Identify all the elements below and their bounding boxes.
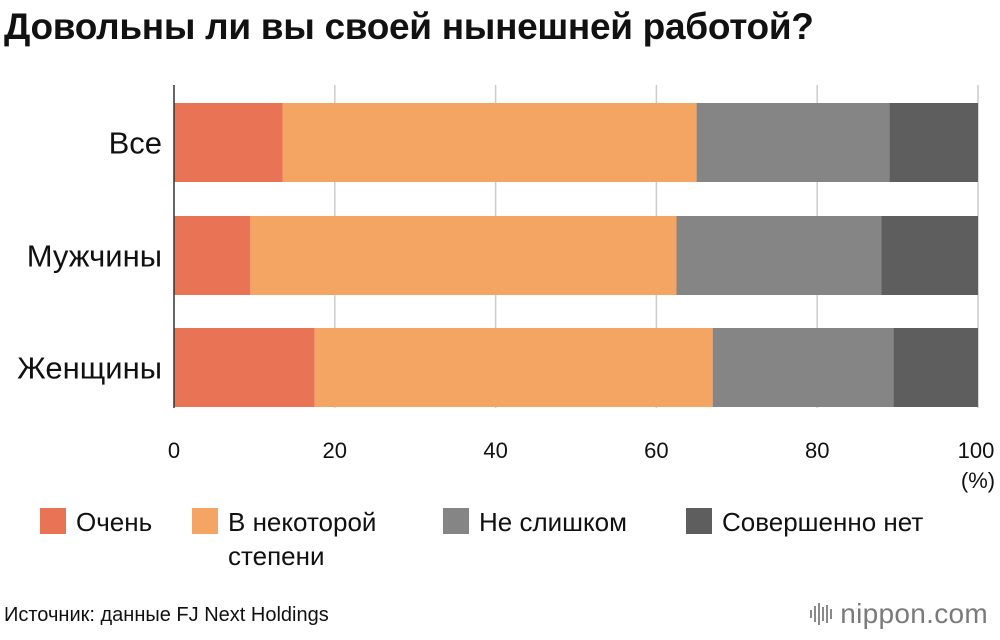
category-label-2: Мужчины — [27, 239, 162, 274]
bar-3-series-2 — [314, 328, 713, 407]
x-tick-label-0: 0 — [168, 438, 180, 463]
source-note: Источник: данные FJ Next Holdings — [4, 604, 329, 626]
legend-label-very: Очень — [76, 507, 153, 537]
x-tick-label-60: 60 — [644, 438, 668, 463]
legend-swatch-not-very — [443, 508, 469, 534]
bar-1-series-4 — [889, 103, 978, 182]
legend-label-somewhat-line1: В некоторой — [228, 507, 377, 537]
bar-2-series-4 — [881, 216, 978, 295]
bar-1-series-2 — [282, 103, 697, 182]
chart-title: Довольны ли вы своей нынешней работой? — [4, 6, 814, 47]
legend-label-not-very: Не слишком — [479, 507, 628, 537]
x-unit-label: (%) — [961, 468, 995, 493]
bars — [174, 103, 978, 407]
stacked-bar-chart: 0 20 40 60 80 100 (%) Все Мужчины Женщины — [17, 85, 995, 494]
bar-2-series-1 — [174, 216, 251, 295]
bar-1-series-1 — [174, 103, 283, 182]
bar-2-series-2 — [250, 216, 677, 295]
legend-swatch-somewhat — [192, 508, 218, 534]
x-tick-label-80: 80 — [805, 438, 829, 463]
labels: 0 20 40 60 80 100 (%) Все Мужчины Женщины — [17, 126, 995, 494]
bar-3-series-3 — [712, 328, 894, 407]
brand-text: nippon.com — [840, 598, 988, 629]
legend-item-not-at-all: Совершенно нет — [686, 505, 923, 539]
brand-logo: nippon.com — [810, 598, 988, 630]
bar-1-series-3 — [696, 103, 890, 182]
legend-item-somewhat: В некоторой степени — [192, 505, 376, 573]
bar-3-series-4 — [893, 328, 978, 407]
x-tick-label-20: 20 — [323, 438, 347, 463]
legend: Очень В некоторой степени Не слишком Сов… — [0, 505, 1000, 575]
x-tick-label-100: 100 — [958, 438, 995, 463]
legend-item-not-very: Не слишком — [443, 505, 627, 539]
legend-label-not-at-all: Совершенно нет — [722, 507, 924, 537]
legend-item-very: Очень — [40, 505, 152, 539]
bar-3-series-1 — [174, 328, 315, 407]
legend-swatch-very — [40, 508, 66, 534]
bar-2-series-3 — [676, 216, 882, 295]
legend-label-somewhat-line2: степени — [228, 541, 325, 571]
category-label-3: Женщины — [17, 351, 162, 386]
x-tick-label-40: 40 — [483, 438, 507, 463]
audio-bars-icon — [810, 602, 834, 626]
category-label-1: Все — [109, 126, 162, 161]
legend-swatch-not-at-all — [686, 508, 712, 534]
